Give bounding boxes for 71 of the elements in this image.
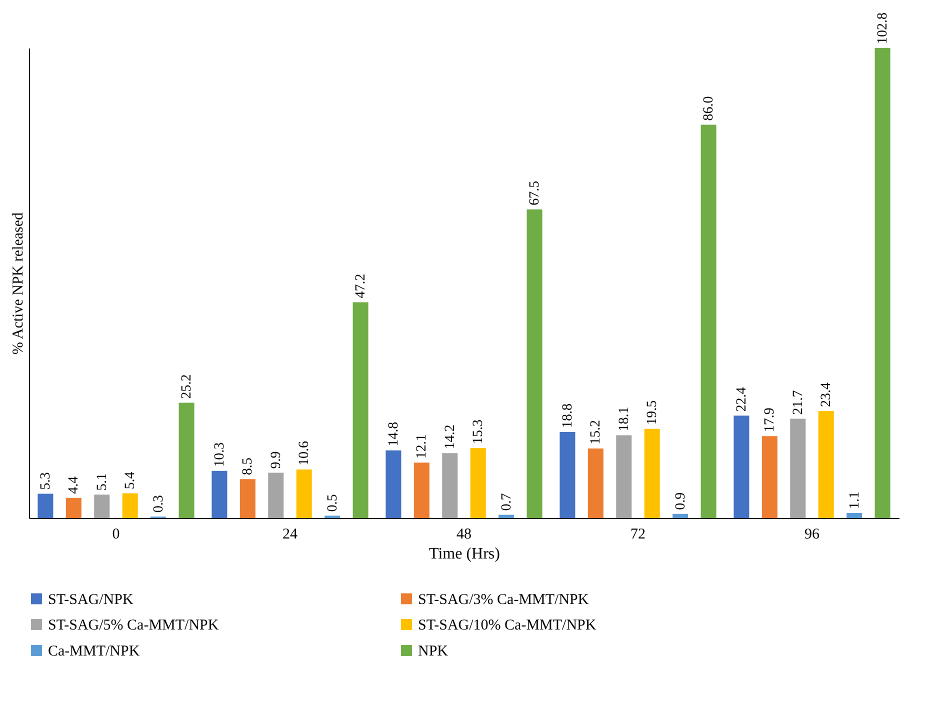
bar — [498, 514, 514, 518]
bar — [818, 411, 834, 518]
bar — [94, 494, 110, 518]
data-label: 5.3 — [38, 472, 54, 490]
data-label: 17.9 — [762, 408, 778, 432]
data-label: 18.8 — [560, 404, 576, 428]
data-label: 0.3 — [151, 495, 166, 513]
x-tick-label: 0 — [112, 526, 120, 542]
data-label: 14.8 — [386, 422, 402, 446]
legend-label: ST-SAG/10% Ca-MMT/NPK — [418, 618, 596, 634]
x-axis-title: Time (Hrs) — [429, 546, 500, 562]
bar — [588, 448, 604, 518]
bar — [672, 514, 688, 518]
data-label: 9.9 — [268, 451, 284, 469]
bar — [644, 428, 660, 518]
data-label: 86.0 — [702, 96, 717, 121]
data-label: 8.5 — [240, 458, 256, 476]
bar — [414, 462, 430, 518]
bar — [442, 453, 458, 518]
x-tick-label: 96 — [804, 526, 820, 542]
data-label: 12.1 — [414, 434, 430, 459]
legend-label: ST-SAG/NPK — [48, 592, 134, 608]
data-label: 10.6 — [297, 441, 312, 466]
data-label: 22.4 — [734, 387, 750, 412]
x-tick-label: 24 — [282, 526, 298, 542]
bar — [178, 402, 194, 518]
data-label: 1.1 — [847, 491, 862, 509]
data-label: 21.7 — [790, 390, 806, 415]
legend-label: NPK — [418, 644, 448, 660]
bar — [846, 512, 862, 518]
y-axis-title: % Active NPK released — [10, 212, 26, 355]
legend-label: Ca-MMT/NPK — [48, 644, 140, 660]
data-label: 67.5 — [528, 180, 543, 206]
bar — [296, 470, 312, 518]
data-label: 5.1 — [94, 473, 110, 491]
data-label: 0.9 — [673, 492, 688, 510]
bar — [38, 494, 54, 518]
legend-label: ST-SAG/5% Ca-MMT/NPK — [48, 618, 219, 634]
bar — [212, 470, 228, 518]
data-label: 4.4 — [66, 476, 82, 494]
bar — [734, 416, 750, 518]
bar — [470, 448, 486, 518]
bar — [874, 48, 890, 518]
bar — [66, 498, 82, 518]
bar — [700, 124, 716, 518]
bar — [560, 432, 576, 518]
data-label: 15.2 — [588, 420, 604, 445]
bar — [616, 435, 632, 518]
data-label: 0.5 — [325, 494, 340, 512]
bar — [790, 418, 806, 518]
bar — [122, 493, 138, 518]
data-label: 18.1 — [616, 406, 632, 432]
data-label: 10.3 — [212, 442, 228, 467]
data-label: 102.8 — [876, 12, 891, 44]
data-label: 23.4 — [819, 382, 834, 408]
bar — [386, 450, 402, 518]
bar — [352, 302, 368, 518]
data-label: 5.4 — [123, 472, 138, 490]
x-tick-label: 48 — [456, 526, 472, 542]
bar — [762, 436, 778, 518]
data-label: 47.2 — [354, 274, 369, 298]
data-label: 19.5 — [645, 400, 660, 425]
data-label: 14.2 — [442, 424, 458, 450]
legend-label: ST-SAG/3% Ca-MMT/NPK — [418, 592, 589, 608]
x-tick-label: 72 — [630, 526, 646, 542]
data-label: 0.7 — [499, 493, 514, 511]
data-label: 15.3 — [471, 420, 486, 444]
bar — [268, 472, 284, 518]
bar — [526, 209, 542, 518]
data-label: 25.2 — [180, 374, 195, 399]
bar — [240, 479, 256, 518]
